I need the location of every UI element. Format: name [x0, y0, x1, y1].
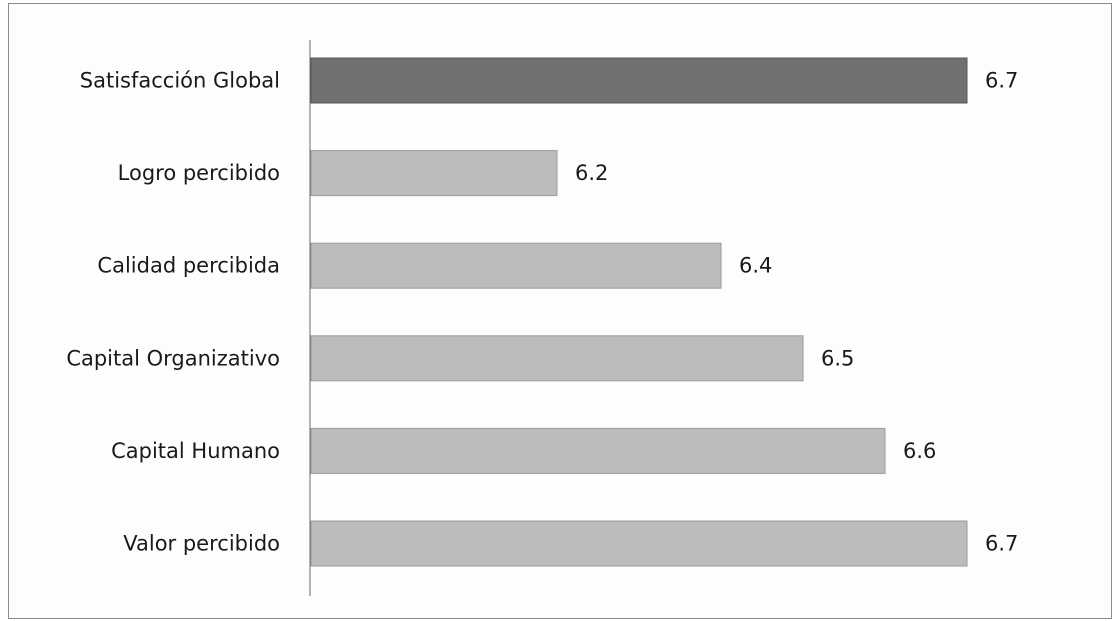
value-label: 6.5 — [821, 346, 854, 370]
labels-layer: Satisfacción Global 6.7 Logro percibido 6.2… — [66, 69, 1018, 556]
value-label: 6.4 — [739, 254, 772, 278]
value-label: 6.7 — [985, 532, 1018, 556]
value-label: 6.7 — [985, 69, 1018, 93]
category-label: Logro percibido — [118, 161, 280, 185]
value-label: 6.6 — [903, 439, 936, 463]
category-label: Satisfacción Global — [80, 69, 280, 93]
category-label: Capital Humano — [111, 439, 280, 463]
value-label: 6.2 — [575, 161, 608, 185]
bar-valor-percibido — [311, 521, 967, 566]
chart-frame: Satisfacción Global 6.7 Logro percibido 6.2… — [8, 3, 1112, 619]
category-label: Valor percibido — [123, 532, 280, 556]
bar-satisfaccion-global — [311, 58, 967, 103]
category-label: Capital Organizativo — [66, 346, 280, 370]
bar-chart: Satisfacción Global 6.7 Logro percibido 6.2… — [9, 4, 1111, 618]
bars-layer — [311, 58, 967, 566]
bar-capital-humano — [311, 428, 885, 473]
category-label: Calidad percibida — [97, 254, 280, 278]
bar-capital-organizativo — [311, 336, 803, 381]
bar-logro-percibido — [311, 151, 557, 196]
bar-calidad-percibida — [311, 243, 721, 288]
